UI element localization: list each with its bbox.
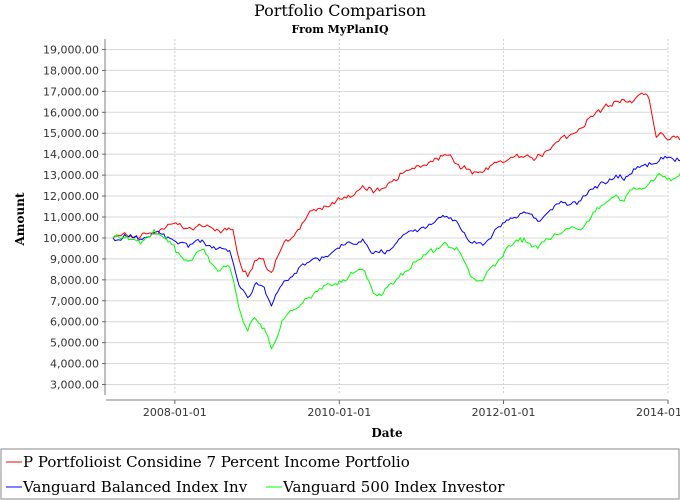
chart-subtitle: From MyPlanIQ (291, 23, 389, 36)
chart-title: Portfolio Comparison (254, 1, 426, 20)
y-tick-label: 10,000.00 (43, 232, 99, 245)
y-tick-label: 15,000.00 (43, 127, 99, 140)
y-axis: 3,000.00 4,000.00 5,000.00 6,000.00 7,000.00… (43, 39, 106, 395)
y-tick-label: 8,000.00 (50, 274, 99, 287)
x-tick-label: 2008-01-01 (143, 406, 207, 419)
y-tick-label: 7,000.00 (50, 295, 99, 308)
y-tick-label: 5,000.00 (50, 337, 99, 350)
y-tick-label: 17,000.00 (43, 85, 99, 98)
legend: P Portfolioist Considine 7 Percent Incom… (6, 453, 505, 496)
y-tick-label: 16,000.00 (43, 106, 99, 119)
legend-label-3: Vanguard 500 Index Investor (282, 478, 505, 496)
series-lines (112, 92, 680, 350)
y-tick-label: 18,000.00 (43, 64, 99, 77)
legend-box (0, 448, 680, 500)
x-tick-label: 2010-01-01 (307, 406, 371, 419)
x-tick-label: 2012-01-01 (472, 406, 536, 419)
x-tick-label: 2014-01-01 (636, 406, 680, 419)
y-tick-label: 3,000.00 (50, 379, 99, 392)
x-axis: 2008-01-01 2010-01-01 2012-01-01 2014-01-01 (106, 399, 680, 419)
y-tick-label: 11,000.00 (43, 211, 99, 224)
y-tick-label: 13,000.00 (43, 169, 99, 182)
series-line-1 (112, 92, 680, 278)
grid-lines (106, 39, 669, 395)
y-tick-label: 14,000.00 (43, 148, 99, 161)
series-line-3 (112, 172, 680, 350)
y-tick-label: 4,000.00 (50, 358, 99, 371)
series-line-2 (112, 155, 680, 307)
y-tick-label: 9,000.00 (50, 253, 99, 266)
x-axis-label: Date (371, 426, 403, 440)
y-tick-label: 6,000.00 (50, 316, 99, 329)
legend-label-2: Vanguard Balanced Index Inv (22, 478, 248, 496)
legend-label-1: P Portfolioist Considine 7 Percent Incom… (23, 453, 410, 471)
y-tick-label: 12,000.00 (43, 190, 99, 203)
y-tick-label: 19,000.00 (43, 43, 99, 56)
y-axis-label: Amount (13, 192, 27, 246)
